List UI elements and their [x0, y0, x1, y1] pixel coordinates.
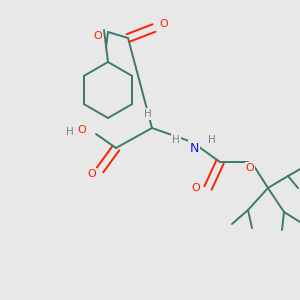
Text: O: O [78, 125, 86, 135]
Text: H: H [66, 127, 74, 137]
Text: O: O [246, 163, 254, 173]
Text: H: H [144, 109, 152, 119]
Text: O: O [160, 19, 168, 29]
Text: O: O [88, 169, 96, 179]
Text: O: O [94, 31, 102, 41]
Text: O: O [94, 31, 102, 41]
Text: O: O [192, 183, 200, 193]
Text: H: H [172, 135, 180, 145]
Text: N: N [189, 142, 199, 154]
Text: H: H [208, 135, 216, 145]
